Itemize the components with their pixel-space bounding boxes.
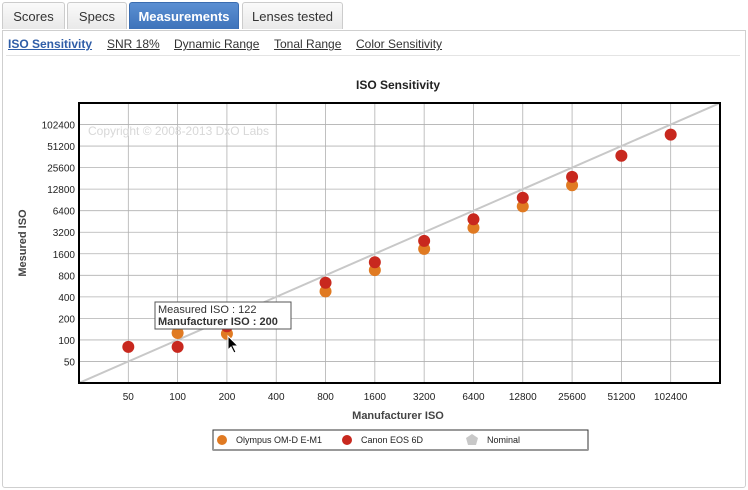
tab-measurements[interactable]: Measurements [129,2,239,29]
tab-lenses-tested[interactable]: Lenses tested [242,2,343,29]
subnav-color-sensitivity[interactable]: Color Sensitivity [356,37,443,51]
subnav-tonal-range[interactable]: Tonal Range [274,37,342,51]
tab-scores[interactable]: Scores [2,2,65,29]
subnav-divider [6,55,740,56]
subnav-iso-sensitivity[interactable]: ISO Sensitivity [8,37,93,51]
subnav-snr-18[interactable]: SNR 18% [107,37,160,51]
tab-specs[interactable]: Specs [67,2,127,29]
measurements-panel [2,30,746,488]
subnav-dynamic-range[interactable]: Dynamic Range [174,37,260,51]
tab-bar: Scores Specs Measurements Lenses tested [0,0,748,31]
